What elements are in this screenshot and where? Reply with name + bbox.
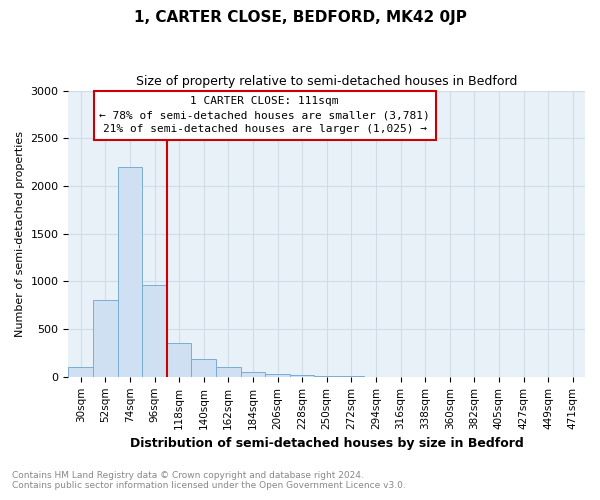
Title: Size of property relative to semi-detached houses in Bedford: Size of property relative to semi-detach…	[136, 75, 517, 88]
Text: Contains HM Land Registry data © Crown copyright and database right 2024.
Contai: Contains HM Land Registry data © Crown c…	[12, 470, 406, 490]
Bar	[167, 344, 191, 377]
Bar	[68, 368, 93, 377]
Bar	[118, 167, 142, 377]
Bar	[93, 300, 118, 377]
X-axis label: Distribution of semi-detached houses by size in Bedford: Distribution of semi-detached houses by …	[130, 437, 524, 450]
Bar	[314, 376, 339, 377]
Bar	[241, 372, 265, 377]
Bar	[290, 375, 314, 377]
Text: 1 CARTER CLOSE: 111sqm
← 78% of semi-detached houses are smaller (3,781)
21% of : 1 CARTER CLOSE: 111sqm ← 78% of semi-det…	[100, 96, 430, 134]
Bar	[142, 285, 167, 377]
Text: 1, CARTER CLOSE, BEDFORD, MK42 0JP: 1, CARTER CLOSE, BEDFORD, MK42 0JP	[134, 10, 466, 25]
Y-axis label: Number of semi-detached properties: Number of semi-detached properties	[15, 130, 25, 336]
Bar	[191, 358, 216, 377]
Bar	[216, 368, 241, 377]
Bar	[265, 374, 290, 377]
